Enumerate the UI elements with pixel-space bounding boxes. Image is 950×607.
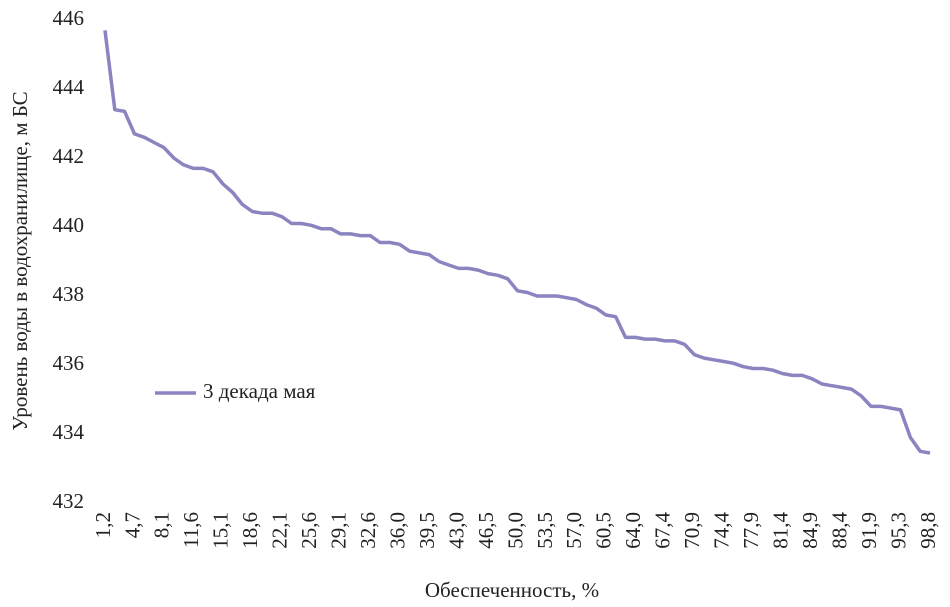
x-tick-label: 4,7 <box>120 512 144 538</box>
x-tick-label: 98,8 <box>916 512 940 549</box>
x-tick-label: 91,9 <box>857 512 881 549</box>
x-tick-label: 25,6 <box>297 512 321 549</box>
x-tick-label: 36,0 <box>385 512 409 549</box>
x-tick-label: 67,4 <box>651 512 675 549</box>
x-tick-label: 53,5 <box>533 512 557 549</box>
x-tick-label: 57,0 <box>562 512 586 549</box>
x-tick-label: 32,6 <box>356 512 380 549</box>
x-tick-label: 1,2 <box>91 512 115 538</box>
x-tick-label: 43,0 <box>444 512 468 549</box>
x-tick-label: 84,9 <box>798 512 822 549</box>
y-tick-label: 440 <box>53 213 85 237</box>
y-tick-label: 444 <box>53 75 85 99</box>
x-tick-label: 46,5 <box>474 512 498 549</box>
x-tick-label: 11,6 <box>179 512 203 548</box>
x-axis-title: Обеспеченность, % <box>425 578 599 602</box>
x-tick-label: 64,0 <box>621 512 645 549</box>
x-tick-label: 88,4 <box>827 512 851 549</box>
x-tick-label: 8,1 <box>150 512 174 538</box>
x-tick-label: 22,1 <box>268 512 292 549</box>
data-line <box>103 30 931 455</box>
x-tick-label: 77,9 <box>739 512 763 549</box>
y-tick-label: 432 <box>53 489 85 513</box>
y-tick-label: 442 <box>53 144 85 168</box>
y-tick-label: 434 <box>53 420 85 444</box>
y-tick-label: 438 <box>53 282 85 306</box>
x-tick-label: 39,5 <box>415 512 439 549</box>
x-tick-label: 15,1 <box>209 512 233 549</box>
x-tick-label: 95,3 <box>886 512 910 549</box>
x-tick-label: 81,4 <box>768 512 792 549</box>
x-tick-label: 18,6 <box>238 512 262 549</box>
y-tick-label: 446 <box>53 6 85 30</box>
x-tick-label: 74,4 <box>710 512 734 549</box>
y-axis-title: Уровень воды в водохранилище, м БС <box>8 91 32 430</box>
y-tick-label: 436 <box>53 351 85 375</box>
x-tick-label: 70,9 <box>680 512 704 549</box>
x-tick-label: 29,1 <box>327 512 351 549</box>
x-tick-label: 50,0 <box>503 512 527 549</box>
x-tick-label: 60,5 <box>592 512 616 549</box>
legend-label: 3 декада мая <box>203 379 316 403</box>
